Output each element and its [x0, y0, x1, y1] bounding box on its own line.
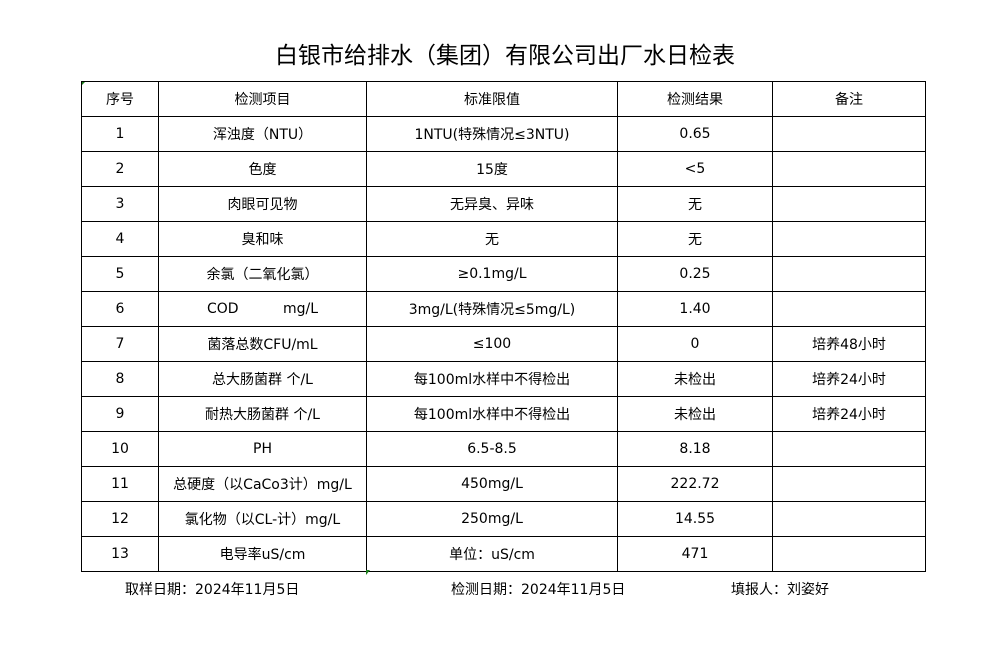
index-cell[interactable]: 12 — [81, 501, 159, 537]
item-cell[interactable]: 浑浊度（NTU） — [158, 116, 367, 152]
inspection-table: 序号 检测项目 标准限值 检测结果 备注 1 浑浊度（NTU） 1NTU(特殊情况≤3NTU)… — [81, 81, 926, 572]
table-row: 8 总大肠菌群 个/L 每100ml水样中不得检出 未检出 培养24小时 — [81, 361, 926, 397]
item-cell[interactable]: 耐热大肠菌群 个/L — [158, 396, 367, 432]
item-cell[interactable]: COD mg/L — [158, 291, 367, 327]
remark-cell[interactable] — [772, 291, 926, 327]
remark-cell[interactable] — [772, 186, 926, 222]
table-row: 10 PH 6.5-8.5 8.18 — [81, 431, 926, 467]
item-cell[interactable]: 臭和味 — [158, 221, 367, 257]
header-row: 序号 检测项目 标准限值 检测结果 备注 — [81, 81, 926, 117]
remark-cell[interactable] — [772, 151, 926, 187]
item-cell[interactable]: 氯化物（以CL-计）mg/L — [158, 501, 367, 537]
result-cell[interactable]: 检测结果 — [617, 81, 773, 117]
table-row: 11 总硬度（以CaCo3计）mg/L 450mg/L 222.72 — [81, 466, 926, 502]
table-row: 5 余氯（二氧化氯） ≥0.1mg/L 0.25 — [81, 256, 926, 292]
item-cell[interactable]: 菌落总数CFU/mL — [158, 326, 367, 362]
index-cell[interactable]: 3 — [81, 186, 159, 222]
standard-cell[interactable]: ≤100 — [366, 326, 618, 362]
standard-cell[interactable]: 单位：uS/cm — [366, 536, 618, 572]
result-cell[interactable]: 未检出 — [617, 361, 773, 397]
table-row: 3 肉眼可见物 无异臭、异味无 — [81, 186, 926, 222]
result-cell[interactable]: 8.18 — [617, 431, 773, 467]
standard-cell[interactable]: 无 — [366, 221, 618, 257]
table-row: 7 菌落总数CFU/mL ≤100 0 培养48小时 — [81, 326, 926, 362]
result-cell[interactable]: <5 — [617, 151, 773, 187]
result-cell[interactable]: 14.55 — [617, 501, 773, 537]
standard-cell[interactable]: 标准限值 — [366, 81, 618, 117]
result-cell[interactable]: 无 — [617, 221, 773, 257]
remark-cell[interactable] — [772, 466, 926, 502]
result-cell[interactable]: 1.40 — [617, 291, 773, 327]
standard-cell[interactable]: 250mg/L — [366, 501, 618, 537]
item-cell[interactable]: 色度 — [158, 151, 367, 187]
table-row: 13 电导率uS/cm 单位：uS/cm 471 — [81, 536, 926, 572]
remark-cell[interactable]: 培养24小时 — [772, 396, 926, 432]
remark-cell[interactable]: 备注 — [772, 81, 926, 117]
standard-cell[interactable]: 3mg/L(特殊情况≤5mg/L) — [366, 291, 618, 327]
standard-cell[interactable]: 无异臭、异味 — [366, 186, 618, 222]
test-date: 检测日期：2024年11月5日 — [451, 582, 626, 598]
index-cell[interactable]: 8 — [81, 361, 159, 397]
table-row: 4 臭和味无无 — [81, 221, 926, 257]
item-cell[interactable]: 总硬度（以CaCo3计）mg/L — [158, 466, 367, 502]
page-title: 白银市给排水（集团）有限公司出厂水日检表 — [275, 43, 735, 69]
standard-cell[interactable]: 450mg/L — [366, 466, 618, 502]
item-cell[interactable]: 检测项目 — [158, 81, 367, 117]
remark-cell[interactable] — [772, 501, 926, 537]
cell-marker — [366, 570, 370, 575]
index-cell[interactable]: 7 — [81, 326, 159, 362]
sample-date: 取样日期：2024年11月5日 — [125, 582, 300, 598]
result-cell[interactable]: 471 — [617, 536, 773, 572]
reporter: 填报人：刘姿好 — [731, 582, 829, 598]
result-cell[interactable]: 222.72 — [617, 466, 773, 502]
item-cell[interactable]: 总大肠菌群 个/L — [158, 361, 367, 397]
index-cell[interactable]: 2 — [81, 151, 159, 187]
result-cell[interactable]: 0.65 — [617, 116, 773, 152]
index-cell[interactable]: 6 — [81, 291, 159, 327]
index-cell[interactable]: 5 — [81, 256, 159, 292]
standard-cell[interactable]: 每100ml水样中不得检出 — [366, 396, 618, 432]
table-row: 9 耐热大肠菌群 个/L 每100ml水样中不得检出 未检出 培养24小时 — [81, 396, 926, 432]
result-cell[interactable]: 无 — [617, 186, 773, 222]
remark-cell[interactable] — [772, 221, 926, 257]
result-cell[interactable]: 未检出 — [617, 396, 773, 432]
index-cell[interactable]: 11 — [81, 466, 159, 502]
standard-cell[interactable]: 每100ml水样中不得检出 — [366, 361, 618, 397]
remark-cell[interactable] — [772, 431, 926, 467]
table-row: 6 COD mg/L 3mg/L(特殊情况≤5mg/L) 1.40 — [81, 291, 926, 327]
table-row: 2 色度 15度 <5 — [81, 151, 926, 187]
remark-cell[interactable]: 培养48小时 — [772, 326, 926, 362]
index-cell[interactable]: 13 — [81, 536, 159, 572]
standard-cell[interactable]: 1NTU(特殊情况≤3NTU) — [366, 116, 618, 152]
index-cell[interactable]: 1 — [81, 116, 159, 152]
item-cell[interactable]: 电导率uS/cm — [158, 536, 367, 572]
remark-cell[interactable] — [772, 536, 926, 572]
remark-cell[interactable] — [772, 256, 926, 292]
remark-cell[interactable] — [772, 116, 926, 152]
index-cell[interactable]: 4 — [81, 221, 159, 257]
table-row: 1 浑浊度（NTU） 1NTU(特殊情况≤3NTU) 0.65 — [81, 116, 926, 152]
item-cell[interactable]: PH — [158, 431, 367, 467]
standard-cell[interactable]: ≥0.1mg/L — [366, 256, 618, 292]
item-cell[interactable]: 余氯（二氧化氯） — [158, 256, 367, 292]
standard-cell[interactable]: 15度 — [366, 151, 618, 187]
remark-cell[interactable]: 培养24小时 — [772, 361, 926, 397]
result-cell[interactable]: 0 — [617, 326, 773, 362]
index-cell[interactable]: 10 — [81, 431, 159, 467]
index-cell[interactable]: 序号 — [81, 81, 159, 117]
standard-cell[interactable]: 6.5-8.5 — [366, 431, 618, 467]
result-cell[interactable]: 0.25 — [617, 256, 773, 292]
item-cell[interactable]: 肉眼可见物 — [158, 186, 367, 222]
index-cell[interactable]: 9 — [81, 396, 159, 432]
table-row: 12 氯化物（以CL-计）mg/L 250mg/L 14.55 — [81, 501, 926, 537]
